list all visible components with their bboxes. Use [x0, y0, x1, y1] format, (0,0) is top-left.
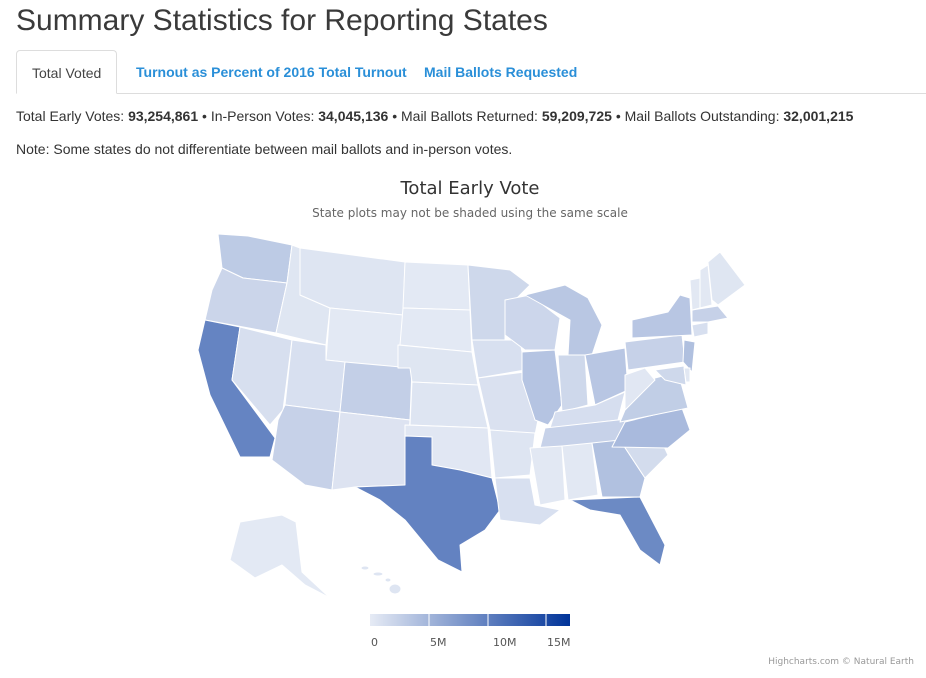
state-pa[interactable] — [624, 334, 686, 371]
state-ar[interactable] — [489, 429, 536, 479]
state-wy[interactable] — [325, 307, 404, 369]
state-ct[interactable] — [691, 321, 709, 338]
state-ny[interactable] — [631, 294, 693, 339]
state-sd[interactable] — [399, 307, 473, 353]
state-nv[interactable] — [231, 326, 293, 426]
mail-returned-label: Mail Ballots Returned: — [401, 108, 538, 124]
in-person-votes-value: 34,045,136 — [318, 108, 389, 124]
state-az[interactable] — [271, 404, 341, 491]
state-co[interactable] — [339, 361, 413, 421]
tab-mail-ballots-requested[interactable]: Mail Ballots Requested — [424, 64, 578, 80]
state-wv[interactable] — [624, 367, 656, 411]
map-subtitle: State plots may not be shaded using the … — [312, 206, 628, 220]
early-votes-label: Total Early Votes: — [16, 108, 125, 124]
state-me[interactable] — [707, 251, 746, 306]
tab-total-voted[interactable]: Total Voted — [16, 50, 118, 94]
legend-label-0: 0 — [371, 636, 378, 649]
mail-returned-value: 59,209,725 — [541, 108, 612, 124]
legend-label-15m: 15M — [547, 636, 571, 649]
mail-outstanding-label: Mail Ballots Outstanding: — [624, 108, 780, 124]
note-text: Note: Some states do not differentiate b… — [16, 141, 513, 157]
page-title: Summary Statistics for Reporting States — [16, 4, 548, 37]
state-ky[interactable] — [549, 391, 626, 429]
stats-summary: Total Early Votes: 93,254,861 • In-Perso… — [16, 108, 853, 124]
stat-separator: • — [202, 108, 207, 124]
color-legend — [370, 614, 570, 626]
state-nj[interactable] — [682, 339, 696, 373]
tab-bar: Total Voted Turnout as Percent of 2016 T… — [16, 50, 926, 94]
state-ms[interactable] — [529, 445, 566, 506]
state-md[interactable] — [654, 365, 687, 386]
legend-label-5m: 5M — [430, 636, 447, 649]
state-in[interactable] — [557, 354, 589, 413]
state-ia[interactable] — [471, 339, 526, 379]
state-mo[interactable] — [477, 371, 539, 436]
stat-separator: • — [392, 108, 398, 124]
state-de[interactable] — [683, 367, 691, 383]
state-hi[interactable] — [360, 565, 402, 595]
state-ak[interactable] — [229, 514, 331, 599]
state-tx[interactable] — [354, 435, 501, 573]
state-nd[interactable] — [402, 261, 471, 311]
legend-label-10m: 10M — [493, 636, 517, 649]
state-ks[interactable] — [409, 381, 489, 429]
state-vt[interactable] — [689, 277, 701, 311]
credits[interactable]: Highcharts.com © Natural Earth — [768, 657, 914, 667]
tab-turnout-percent[interactable]: Turnout as Percent of 2016 Total Turnout — [136, 64, 407, 80]
state-il[interactable] — [521, 349, 563, 426]
state-la[interactable] — [494, 477, 561, 526]
in-person-votes-label: In-Person Votes: — [210, 108, 315, 124]
mail-outstanding-value: 32,001,215 — [783, 108, 854, 124]
state-ma[interactable] — [691, 305, 729, 323]
state-al[interactable] — [561, 442, 599, 501]
legend-gradient-bar — [370, 614, 570, 626]
state-mi[interactable] — [524, 284, 603, 356]
stat-separator: • — [615, 108, 621, 124]
map-title: Total Early Vote — [400, 178, 540, 199]
early-votes-value: 93,254,861 — [128, 108, 199, 124]
state-fl[interactable] — [569, 496, 666, 566]
state-nm[interactable] — [331, 411, 411, 491]
